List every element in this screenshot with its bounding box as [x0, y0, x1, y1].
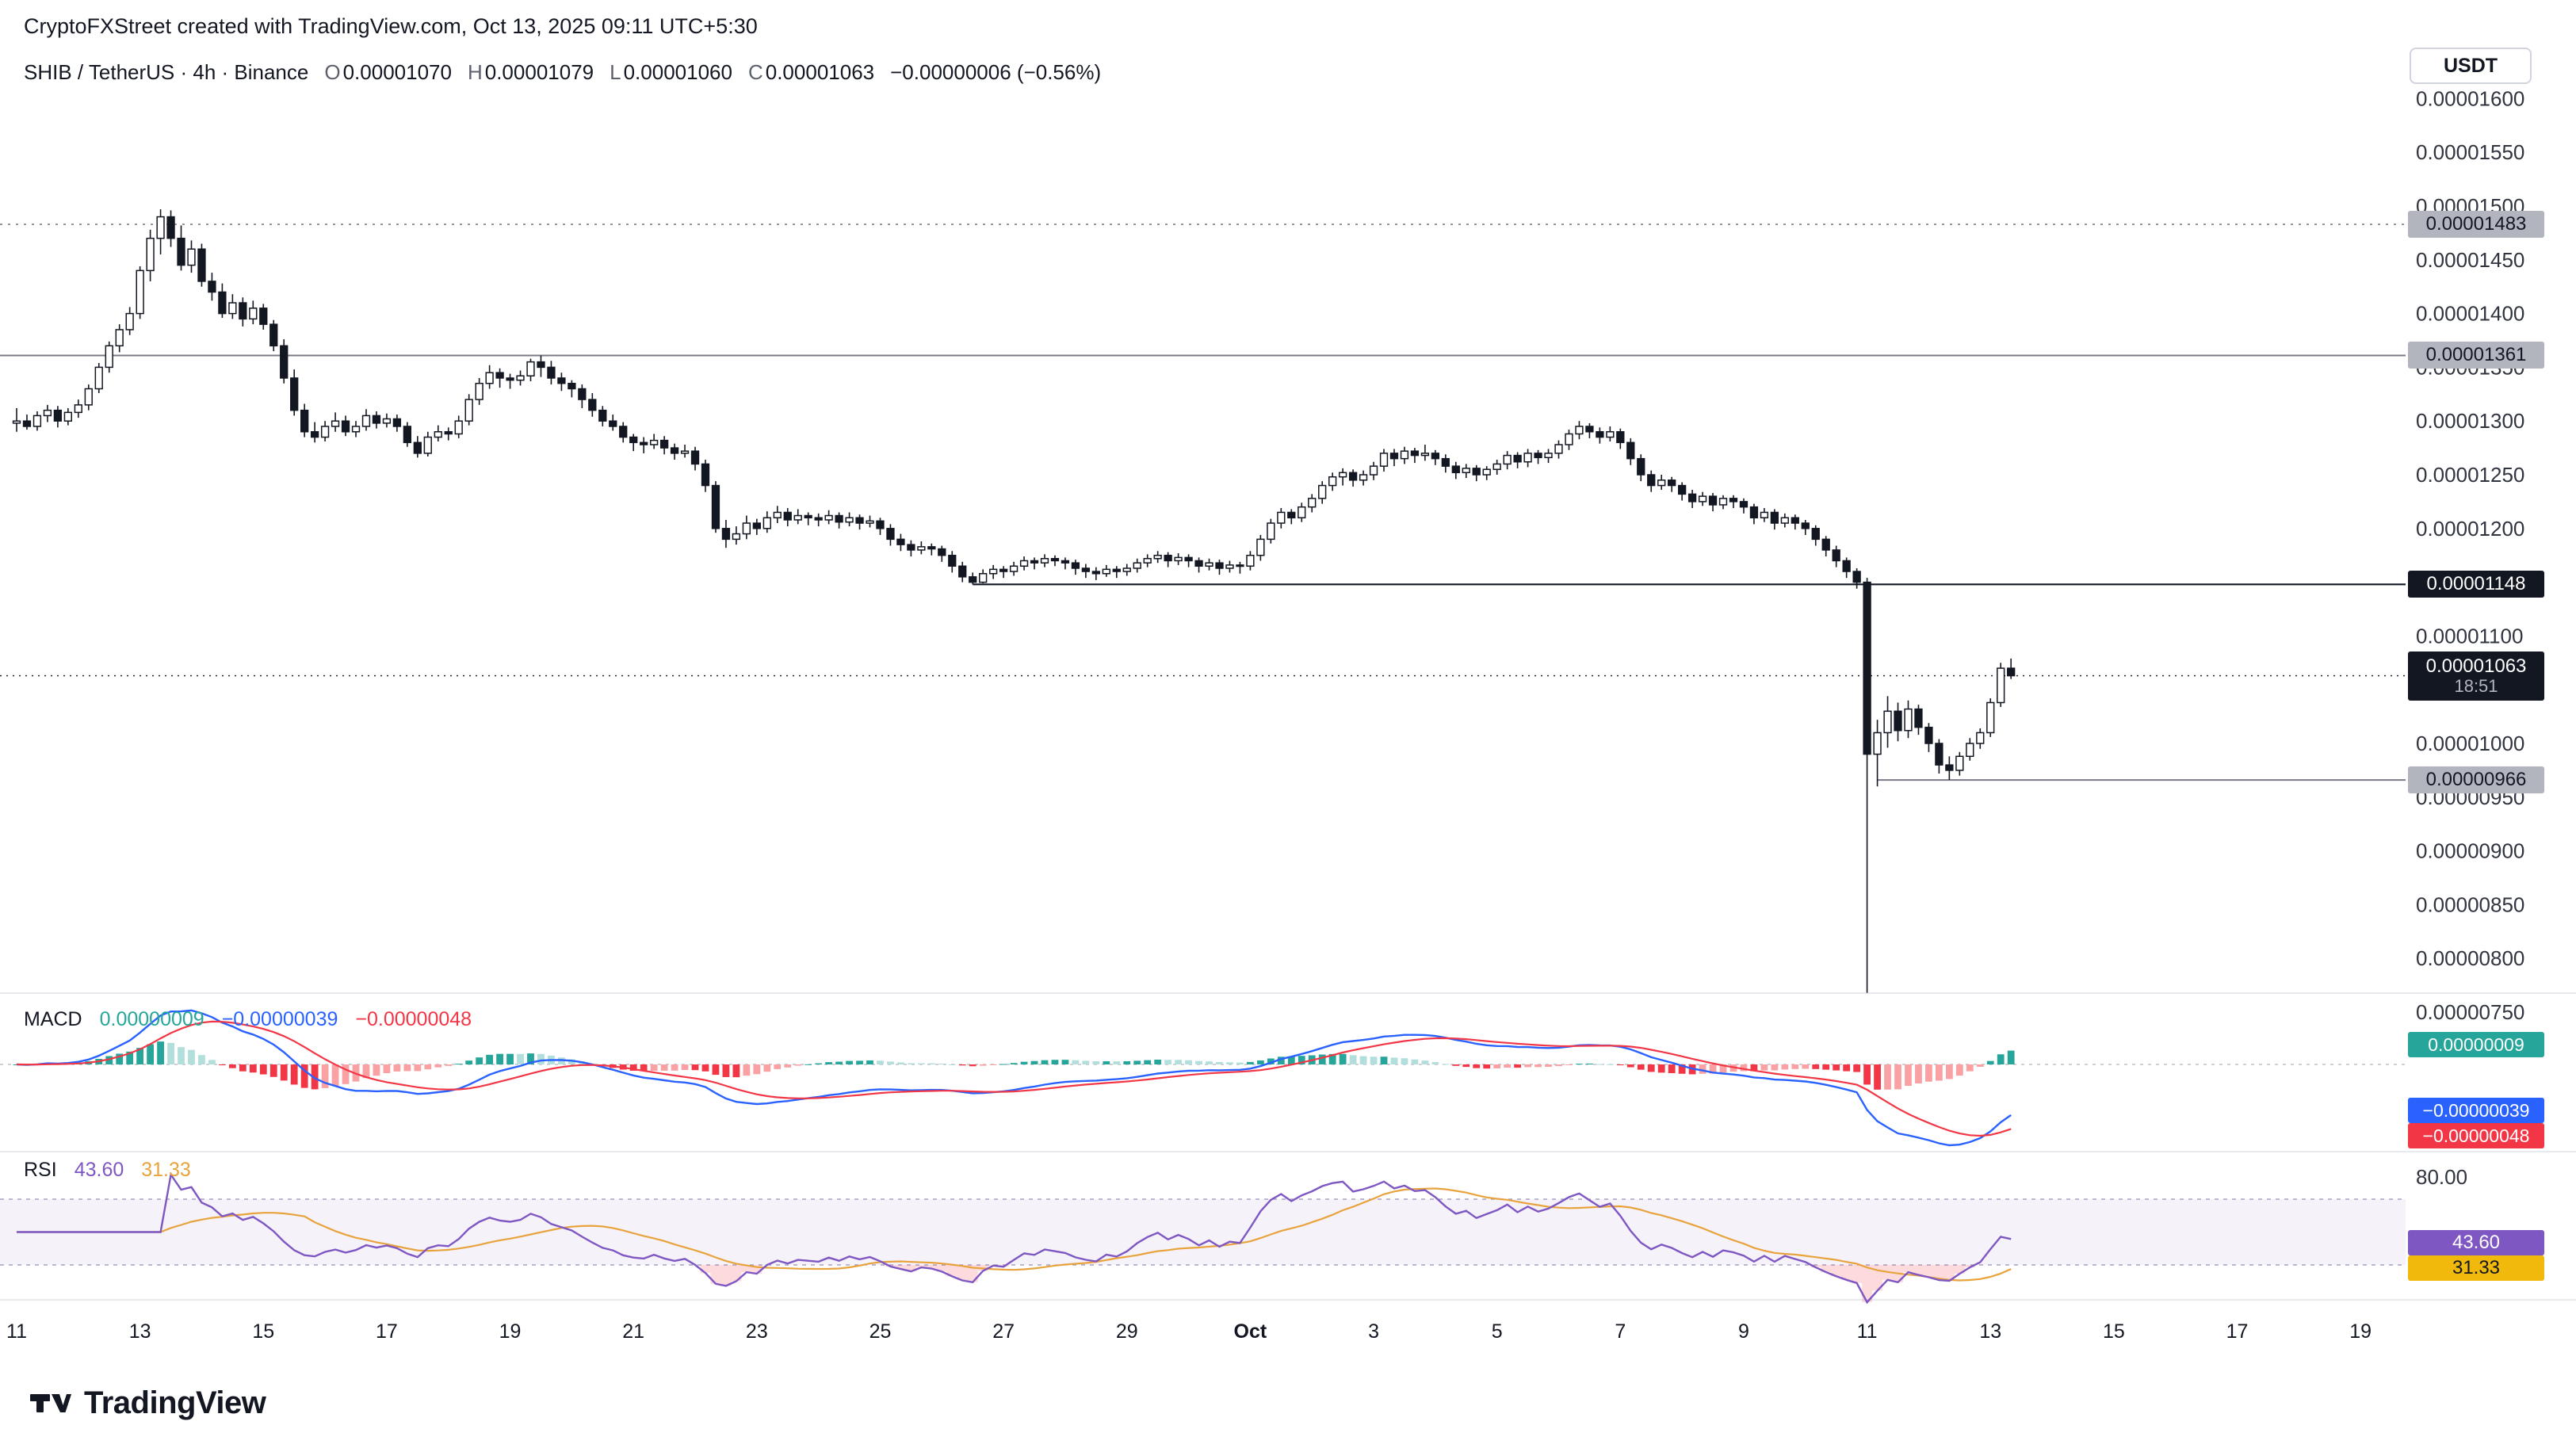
- macd-hist-badge: 0.00000009: [2408, 1032, 2544, 1057]
- time-axis: 11 13 15 17 19 21 23 25 27 29 Oct 3 5 7 9 11 13 15 17 19: [6, 1320, 2372, 1343]
- svg-text:0.00000800: 0.00000800: [2416, 946, 2524, 970]
- svg-text:0.00001450: 0.00001450: [2416, 248, 2524, 272]
- svg-text:3: 3: [1368, 1320, 1379, 1343]
- candle-countdown: 18:51: [2454, 676, 2498, 697]
- svg-text:25: 25: [869, 1320, 892, 1343]
- symbol-info-bar: SHIB / TetherUS · 4h · Binance O 0.000010…: [24, 60, 1101, 85]
- svg-text:19: 19: [2349, 1320, 2372, 1343]
- svg-text:0.00000850: 0.00000850: [2416, 892, 2524, 916]
- ohlc-close: C 0.00001063: [747, 60, 875, 84]
- svg-text:17: 17: [376, 1320, 398, 1343]
- svg-text:0.00000750: 0.00000750: [2416, 1000, 2524, 1024]
- svg-text:0.00001600: 0.00001600: [2416, 86, 2524, 110]
- svg-text:15: 15: [2103, 1320, 2125, 1343]
- macd-label: MACD: [24, 1008, 82, 1030]
- svg-text:0.00001250: 0.00001250: [2416, 463, 2524, 487]
- rsi-band-fill: [0, 1199, 2406, 1265]
- macd-signal-line: [16, 1020, 2012, 1137]
- ohlc-high: H 0.00001079: [467, 60, 594, 84]
- rsi-legend: RSI 43.60 31.33: [24, 1159, 191, 1182]
- svg-text:11: 11: [6, 1320, 27, 1343]
- tradingview-wordmark: TradingView: [84, 1385, 266, 1420]
- svg-text:0.00001300: 0.00001300: [2416, 409, 2524, 433]
- svg-text:5: 5: [1492, 1320, 1503, 1343]
- macd-histogram: [13, 1041, 2015, 1090]
- price-axis: 0.000016000.000015500.000015000.00001450…: [2416, 86, 2524, 1024]
- svg-text:29: 29: [1116, 1320, 1138, 1343]
- svg-text:27: 27: [992, 1320, 1015, 1343]
- svg-text:9: 9: [1738, 1320, 1749, 1343]
- rsi-label: RSI: [24, 1159, 57, 1181]
- svg-text:11: 11: [1857, 1320, 1878, 1343]
- current-price-value: 0.00001063: [2425, 655, 2527, 677]
- macd-signal-badge: −0.00000048: [2408, 1123, 2544, 1148]
- price-level-badge-mid: 0.00001361: [2408, 342, 2544, 369]
- rsi-ma-line: [17, 1187, 2012, 1282]
- price-level-badge-lower: 0.00000966: [2408, 766, 2544, 793]
- rsi-line: [17, 1172, 2012, 1305]
- svg-text:13: 13: [1979, 1320, 2001, 1343]
- macd-hist-value: 0.00000009: [99, 1008, 204, 1030]
- tradingview-logo[interactable]: TradingView: [30, 1382, 266, 1423]
- candlestick-series: [12, 209, 2016, 993]
- svg-text:13: 13: [129, 1320, 151, 1343]
- macd-line: [16, 1009, 2012, 1147]
- ohlc-low: L 0.00001060: [610, 60, 732, 84]
- rsi-ma-badge: 31.33: [2408, 1255, 2544, 1281]
- ohlc-open: O 0.00001070: [324, 60, 452, 84]
- macd-line-value: −0.00000039: [221, 1008, 338, 1030]
- rsi-value: 43.60: [74, 1159, 124, 1181]
- svg-text:19: 19: [499, 1320, 522, 1343]
- svg-text:7: 7: [1615, 1320, 1626, 1343]
- svg-text:0.00001100: 0.00001100: [2416, 624, 2523, 648]
- price-change: −0.00000006 (−0.56%): [890, 60, 1102, 84]
- svg-text:21: 21: [622, 1320, 644, 1343]
- rsi-ma-value: 31.33: [141, 1159, 191, 1181]
- svg-text:0.00001000: 0.00001000: [2416, 732, 2524, 755]
- svg-text:Oct: Oct: [1234, 1320, 1267, 1343]
- svg-text:17: 17: [2226, 1320, 2249, 1343]
- macd-legend: MACD 0.00000009 −0.00000039 −0.00000048: [24, 1008, 472, 1031]
- price-level-badge-upper: 0.00001483: [2408, 211, 2544, 238]
- rsi-badge: 43.60: [2408, 1230, 2544, 1255]
- symbol-title: SHIB / TetherUS · 4h · Binance: [24, 60, 309, 84]
- current-price-badge: 0.00001063 18:51: [2408, 651, 2544, 701]
- tradingview-logo-icon: [30, 1394, 71, 1412]
- svg-text:0.00000900: 0.00000900: [2416, 839, 2524, 863]
- svg-text:0.00001200: 0.00001200: [2416, 517, 2524, 541]
- rsi-axis-80-label: 80.00: [2416, 1165, 2468, 1189]
- svg-text:0.00001400: 0.00001400: [2416, 302, 2524, 326]
- macd-signal-value: −0.00000048: [355, 1008, 472, 1030]
- rsi-oversold-fill: [700, 1265, 1975, 1303]
- svg-text:15: 15: [252, 1320, 274, 1343]
- svg-text:23: 23: [746, 1320, 768, 1343]
- price-level-badge-support: 0.00001148: [2408, 571, 2544, 598]
- svg-text:0.00001550: 0.00001550: [2416, 140, 2524, 164]
- currency-toggle-button[interactable]: USDT: [2410, 48, 2532, 84]
- macd-line-badge: −0.00000039: [2408, 1098, 2544, 1123]
- attribution-text: CryptoFXStreet created with TradingView.…: [24, 14, 758, 38]
